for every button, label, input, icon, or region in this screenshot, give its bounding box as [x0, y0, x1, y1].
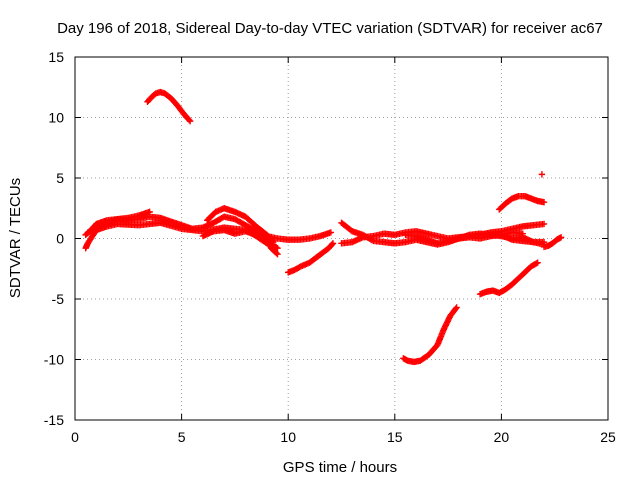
series-arc-20-22-mid	[498, 231, 548, 246]
data-point	[327, 229, 335, 236]
x-axis-label: GPS time / hours	[283, 459, 397, 476]
data-point	[538, 171, 546, 178]
data-point	[186, 117, 194, 125]
data-point	[274, 244, 281, 252]
data-point	[146, 208, 153, 216]
series-outlier	[538, 171, 546, 178]
series-arc-dive	[400, 304, 460, 366]
data-point	[274, 251, 281, 258]
data-point	[540, 199, 548, 206]
y-tick-label: -15	[44, 412, 64, 428]
data-point	[368, 236, 376, 244]
series-arc-20-22-up	[496, 192, 548, 213]
data-point	[519, 230, 526, 237]
data-point	[534, 259, 541, 266]
data-point	[329, 240, 337, 247]
data-point	[533, 260, 540, 267]
data-point	[557, 234, 565, 241]
y-axis-label: SDTVAR / TECUs	[7, 178, 24, 298]
x-tick-label: 20	[494, 429, 510, 445]
y-tick-label: -5	[52, 291, 65, 307]
y-tick-label: 5	[56, 170, 64, 186]
data-point	[186, 116, 193, 124]
x-tick-label: 10	[280, 429, 296, 445]
data-points	[82, 88, 565, 366]
data-point	[273, 250, 280, 257]
series-arc-10-12-neg	[285, 240, 337, 276]
data-point	[328, 241, 336, 248]
data-point	[453, 304, 460, 311]
series-arc-1.5-3	[84, 208, 153, 236]
data-point	[540, 220, 548, 228]
series-arc-15-18-b	[402, 229, 526, 247]
x-tick-label: 5	[178, 429, 186, 445]
series-arc-9-10-dip	[253, 225, 281, 258]
data-point	[452, 305, 459, 312]
series-arc-22-23	[540, 234, 565, 251]
y-tick-label: 15	[48, 49, 64, 65]
series-arc-high	[144, 88, 194, 125]
chart-title: Day 196 of 2018, Sidereal Day-to-day VTE…	[57, 20, 603, 37]
y-tick-label: -10	[44, 352, 64, 368]
y-tick-label: 10	[48, 110, 64, 126]
ticks-layer: 0 5 10 15 20 25 15 10 5 0 -5 -10 -15	[44, 49, 616, 445]
series-arc-rise	[476, 259, 541, 298]
x-tick-label: 25	[600, 429, 616, 445]
y-tick-label: 0	[56, 231, 64, 247]
x-tick-label: 0	[71, 429, 79, 445]
x-tick-label: 15	[387, 429, 403, 445]
